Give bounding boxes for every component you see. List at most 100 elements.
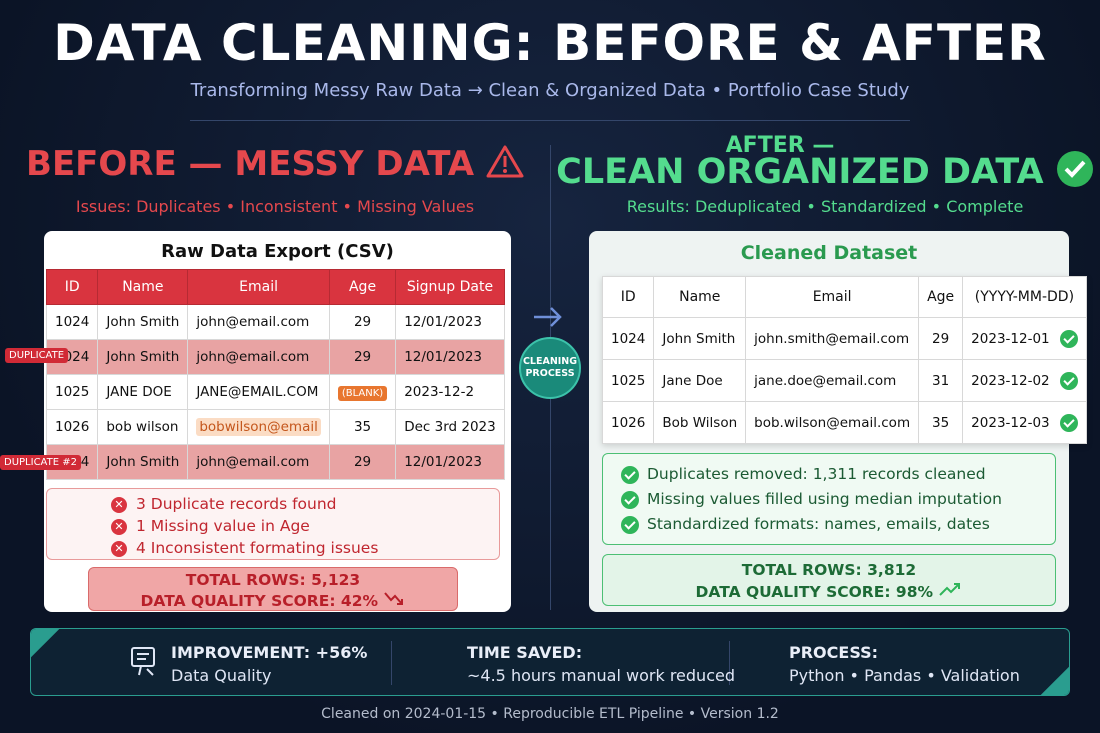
cell: 35	[328, 409, 397, 445]
before-card: Raw Data Export (CSV) ID Name Email Age Sign…	[44, 231, 511, 612]
result-text: Standardized formats: names, emails, dat…	[647, 515, 990, 533]
cell-text: 12/01/2023	[404, 454, 483, 470]
table-title: Cleaned Dataset	[740, 242, 918, 264]
cell: 1025	[45, 374, 99, 410]
stat: TIME SAVED: ~4.5 hours manual work reduce…	[467, 641, 735, 687]
clean-table: ID Name Email Age (YYYY-MM-DD) 1024 John Smith…	[601, 276, 1087, 444]
cell: 29	[328, 339, 397, 375]
total-rows: TOTAL ROWS: 5,123	[185, 571, 361, 589]
issue: ✕ 4 Inconsistent formating issues	[111, 537, 499, 559]
cell: John Smith	[97, 444, 189, 480]
arrow	[534, 307, 562, 327]
column-header: ID	[45, 269, 99, 305]
row: 1026 bob wilson bobwilson@email 35 Dec 3rd 2…	[45, 409, 505, 445]
cell: 12/01/2023	[395, 304, 505, 340]
subtitle: Transforming Messy Raw Data → Clean & Or…	[190, 80, 910, 101]
x-icon: ✕	[111, 540, 127, 557]
cell: jane.doe@email.com	[745, 359, 920, 402]
check-icon	[1056, 151, 1093, 187]
after-card: Cleaned Dataset ID Name Email Age (YYYY-MM-D…	[589, 231, 1087, 612]
process-badge: CLEANING PROCESS	[519, 337, 581, 399]
cell-text: jane.doe@email.com	[754, 372, 897, 389]
issue-text: 1 Missing value in Age	[136, 517, 310, 535]
cell: (BLANK)	[328, 374, 397, 410]
cell: 1024	[45, 304, 99, 340]
stat: IMPROVEMENT: +56% Data Quality	[171, 641, 367, 687]
cell-text: 2023-12-01	[971, 330, 1050, 347]
cell-text: bobwilson@email	[196, 418, 321, 436]
row-tag: DUPLICATE	[5, 348, 69, 363]
cell-text: 35	[353, 419, 372, 435]
cell-text: john@email.com	[196, 314, 310, 330]
before-summary: TOTAL ROWS: 5,123 DATA QUALITY SCORE: 42…	[88, 567, 458, 611]
cell-text: Jane Doe	[662, 372, 723, 389]
cell: 2023-12-03	[962, 401, 1087, 444]
table-title: Raw Data Export (CSV)	[161, 241, 394, 262]
cell: Bob Wilson	[653, 401, 747, 444]
result: Duplicates removed: 1,311 records cleane…	[621, 462, 1055, 487]
column-header: Name	[653, 276, 747, 318]
stat-value: ~4.5 hours manual work reduced	[467, 666, 735, 685]
row: 1025 JANE DOE JANE@EMAIL.COM (BLANK) 2023-12…	[45, 374, 505, 410]
quality-score: DATA QUALITY SCORE: 98%	[695, 583, 934, 601]
cell-text: 29	[353, 314, 372, 330]
after-heading-top: AFTER —	[725, 133, 835, 158]
cell-text: John Smith	[106, 349, 180, 365]
raw-table: ID Name Email Age Signup Date 1024 John Smith j…	[45, 269, 505, 480]
stat-label: PROCESS:	[789, 643, 879, 662]
cell-text: John Smith	[662, 330, 736, 347]
cell-text: (BLANK)	[337, 386, 388, 401]
issues-box: ✕ 3 Duplicate records found ✕ 1 Missing val…	[46, 488, 500, 560]
cell: JANE DOE	[97, 374, 189, 410]
cell-text: John Smith	[106, 454, 180, 470]
cell-text: 29	[932, 330, 950, 347]
column-header: Email	[187, 269, 330, 305]
cell-text: 1026	[55, 419, 90, 435]
cell-text: 2023-12-02	[971, 372, 1050, 389]
cell-text: 2023-12-03	[971, 414, 1050, 431]
result-text: Duplicates removed: 1,311 records cleane…	[647, 465, 986, 483]
cell: 31	[918, 359, 964, 402]
cell: bobwilson@email	[187, 409, 330, 445]
cell-text: John Smith	[106, 314, 180, 330]
cell-text: Dec 3rd 2023	[404, 419, 496, 435]
column-header: (YYYY-MM-DD)	[962, 276, 1087, 318]
check-icon	[621, 465, 639, 484]
cell-text: 29	[353, 454, 372, 470]
stat: PROCESS: Python • Pandas • Validation	[789, 641, 1020, 687]
stat-label: IMPROVEMENT: +56%	[171, 643, 368, 662]
cell-text: JANE@EMAIL.COM	[196, 384, 319, 400]
divider	[729, 641, 730, 685]
before-heading: BEFORE — MESSY DATA	[0, 144, 550, 184]
stats-bar: IMPROVEMENT: +56% Data Quality TIME SAVED:…	[30, 628, 1070, 696]
heading-text: BEFORE — MESSY DATA	[26, 144, 475, 184]
cell-text: john.smith@email.com	[754, 330, 910, 347]
cell: 29	[328, 304, 397, 340]
total-rows: TOTAL ROWS: 3,812	[741, 561, 917, 579]
cell: 2023-12-2	[395, 374, 505, 410]
down-icon	[384, 592, 404, 605]
column-header: Age	[328, 269, 397, 305]
divider	[190, 120, 910, 121]
cell: 12/01/2023	[395, 444, 505, 480]
check-icon	[621, 515, 639, 534]
stat-value: Python • Pandas • Validation	[789, 666, 1020, 685]
cell: Dec 3rd 2023	[395, 409, 505, 445]
column-header: Email	[745, 276, 920, 318]
after-summary: TOTAL ROWS: 3,812 DATA QUALITY SCORE: 98…	[602, 554, 1056, 606]
cell: JANE@EMAIL.COM	[187, 374, 330, 410]
cell-text: 29	[353, 349, 372, 365]
cell-text: 35	[932, 414, 950, 431]
row: 1026 Bob Wilson bob.wilson@email.com 35 2023…	[601, 401, 1087, 444]
cell-text: bob.wilson@email.com	[754, 414, 911, 431]
stat-value: Data Quality	[171, 666, 272, 685]
warning-icon	[486, 145, 524, 178]
issue-text: 4 Inconsistent formating issues	[136, 539, 379, 557]
cell-text: john@email.com	[196, 454, 310, 470]
heading-text: CLEAN ORGANIZED DATA	[556, 152, 1044, 192]
corner	[31, 629, 60, 658]
cell-text: JANE DOE	[106, 384, 172, 400]
